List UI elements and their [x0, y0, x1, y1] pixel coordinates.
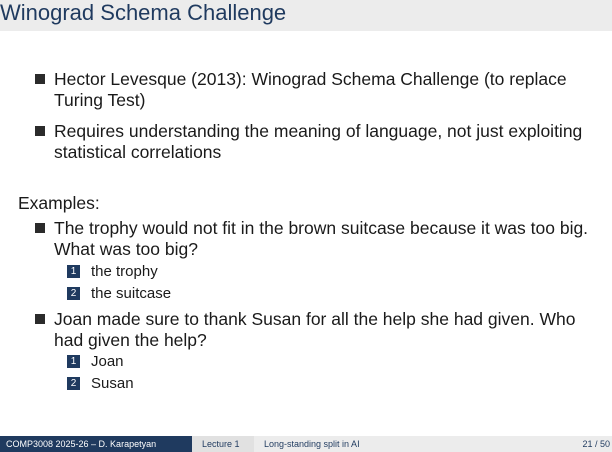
footer-course: COMP3008 2025-26 – D. Karapetyan	[6, 439, 157, 449]
bullet-text: Requires understanding the meaning of la…	[54, 121, 583, 162]
bullet-square-icon	[35, 126, 45, 136]
example-question: Joan made sure to thank Susan for all th…	[54, 309, 576, 350]
option-text: the suitcase	[91, 285, 172, 302]
footer-lecture: Lecture 1	[202, 439, 240, 449]
option-number-badge: 1	[67, 265, 80, 278]
option-number-badge: 2	[67, 377, 80, 390]
footer-lecture-block: Lecture 1	[192, 436, 254, 452]
bullet-square-icon	[35, 223, 45, 233]
example-question: The trophy would not fit in the brown su…	[54, 218, 589, 259]
title-bar: Winograd Schema Challenge	[0, 0, 612, 31]
slide-footer: COMP3008 2025-26 – D. Karapetyan Lecture…	[0, 436, 612, 452]
option-text: Susan	[91, 375, 134, 392]
slide-content: Hector Levesque (2013): Winograd Schema …	[18, 69, 589, 392]
option-number-badge: 1	[67, 355, 80, 368]
option-number-badge: 2	[67, 287, 80, 300]
bullet-square-icon	[35, 314, 45, 324]
slide-title: Winograd Schema Challenge	[0, 0, 287, 25]
bullet-square-icon	[35, 74, 45, 84]
option-text: Joan	[91, 353, 124, 370]
footer-page-number: 21 / 50	[582, 439, 610, 449]
bullet-text: Hector Levesque (2013): Winograd Schema …	[54, 69, 567, 110]
examples-label: Examples:	[18, 193, 100, 213]
footer-section-block: Long-standing split in AI 21 / 50	[254, 436, 612, 452]
footer-course-block: COMP3008 2025-26 – D. Karapetyan	[0, 436, 192, 452]
option-text: the trophy	[91, 263, 158, 280]
footer-section: Long-standing split in AI	[264, 439, 360, 449]
